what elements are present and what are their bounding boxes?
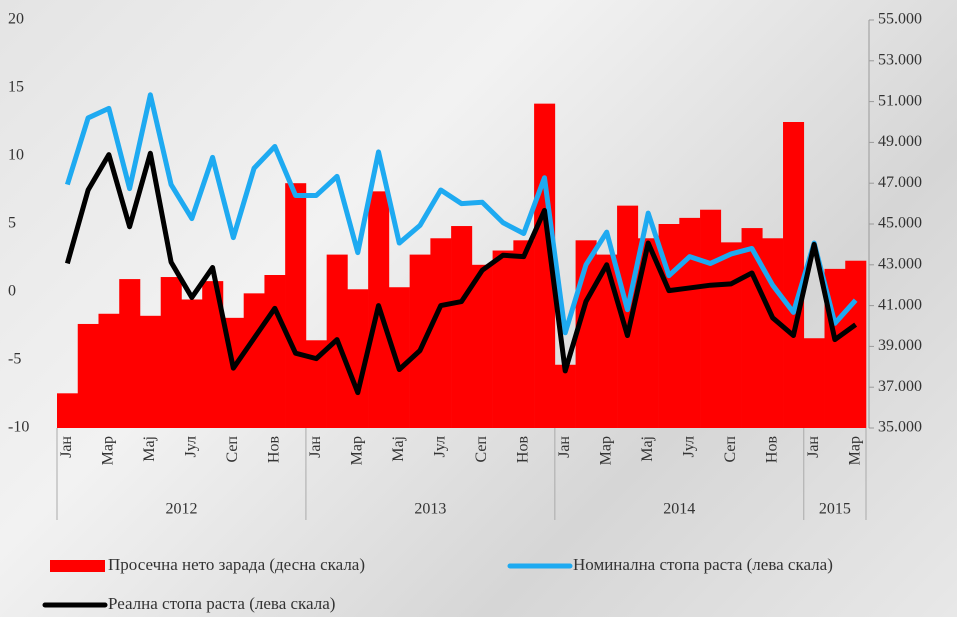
bar — [57, 393, 78, 428]
y2-tick-label: 49.000 — [878, 133, 922, 150]
x-tick-label: Јан — [307, 436, 324, 458]
y-tick-label: 5 — [8, 215, 16, 232]
bar — [98, 314, 119, 428]
x-tick-label: Јул — [183, 436, 200, 458]
chart: -10 -5 0 5 10 15 20 35.000 37.000 39.000 41.000 43.… — [0, 0, 957, 617]
bar — [410, 255, 431, 428]
year-label: 2012 — [165, 501, 197, 518]
bar — [472, 265, 493, 428]
y2-tick-label: 43.000 — [878, 255, 922, 272]
x-tick-label: Мар — [100, 436, 117, 465]
bar — [285, 183, 306, 428]
bar — [845, 261, 866, 428]
bar — [430, 238, 451, 428]
bar — [783, 122, 804, 428]
bar — [389, 287, 410, 428]
y2-tick-label: 35.000 — [878, 419, 922, 436]
y-tick-label: 15 — [8, 79, 24, 96]
y2-tick-label: 37.000 — [878, 378, 922, 395]
bar — [244, 293, 265, 428]
bar — [78, 324, 99, 428]
bar — [181, 299, 202, 428]
x-tick-label: Мај — [390, 436, 407, 462]
x-tick-label: Сеп — [473, 436, 490, 463]
bar — [513, 240, 534, 428]
x-tick-label: Јан — [58, 436, 75, 458]
year-label: 2013 — [414, 501, 446, 518]
x-tick-label: Нов — [763, 436, 780, 464]
legend-label: Реална стопа раста (лева скала) — [108, 594, 335, 613]
bar — [762, 238, 783, 428]
x-tick-label: Мар — [846, 436, 863, 465]
y-tick-label: -10 — [8, 419, 29, 436]
bar — [804, 338, 825, 428]
x-tick-label: Јул — [431, 436, 448, 458]
y-tick-label: -5 — [8, 351, 21, 368]
x-tick-label: Нов — [265, 436, 282, 464]
y2-tick-label: 55.000 — [878, 11, 922, 28]
x-tick-label: Нов — [514, 436, 531, 464]
y2-tick-label: 45.000 — [878, 215, 922, 232]
x-tick-label: Мај — [141, 436, 158, 462]
x-tick-label: Мар — [597, 436, 614, 465]
x-tick-label: Сеп — [224, 436, 241, 463]
x-tick-label: Јан — [556, 436, 573, 458]
y-tick-label: 10 — [8, 147, 24, 164]
y2-tick-label: 47.000 — [878, 174, 922, 191]
y2-tick-label: 41.000 — [878, 296, 922, 313]
x-tick-label: Сеп — [722, 436, 739, 463]
bar — [555, 365, 576, 428]
year-label: 2014 — [663, 501, 695, 518]
bar — [700, 210, 721, 428]
x-tick-label: Јул — [680, 436, 697, 458]
y2-tick-label: 53.000 — [878, 51, 922, 68]
bar — [161, 277, 182, 428]
legend-label: Номинална стопа раста (лева скала) — [573, 555, 833, 574]
bar — [451, 226, 472, 428]
year-label: 2015 — [819, 501, 851, 518]
bar — [140, 316, 161, 428]
x-tick-label: Мар — [348, 436, 365, 465]
x-tick-label: Мај — [639, 436, 656, 462]
y-tick-label: 20 — [8, 11, 24, 28]
y2-tick-label: 39.000 — [878, 337, 922, 354]
legend-swatch — [50, 560, 105, 572]
y2-tick-label: 51.000 — [878, 92, 922, 109]
bar — [493, 251, 514, 428]
bar — [264, 275, 285, 428]
x-tick-label: Јан — [805, 436, 822, 458]
legend-label: Просечна нето зарада (десна скала) — [108, 555, 365, 574]
bar — [119, 279, 140, 428]
bar — [679, 218, 700, 428]
y-tick-label: 0 — [8, 283, 16, 300]
bar — [721, 242, 742, 428]
